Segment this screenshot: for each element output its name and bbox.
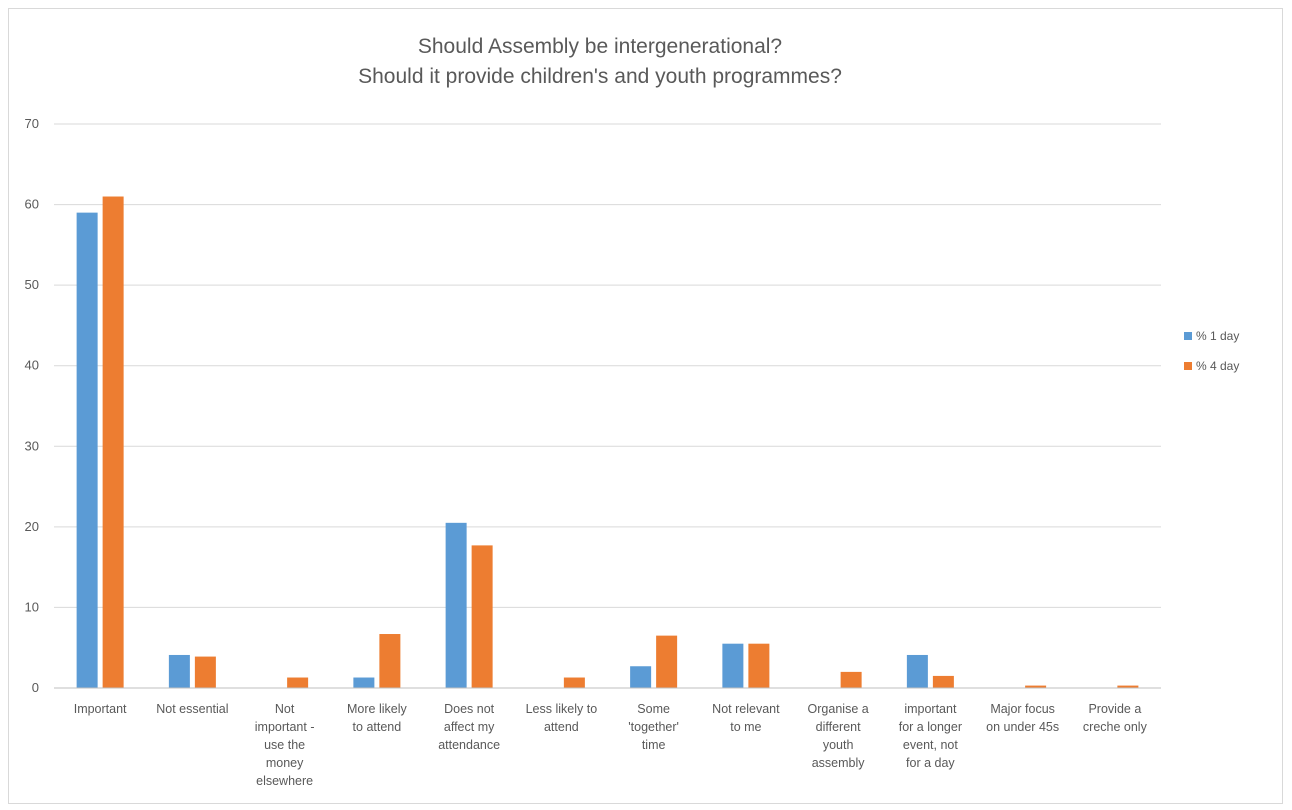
y-axis-ticks: 0 10 20 30 40 50 60 70 [25, 116, 39, 695]
bar-series2 [102, 196, 124, 688]
x-tick-label: Major focus on under 45s [986, 702, 1059, 734]
legend-item: % 4 day [1184, 359, 1239, 373]
bar-series2 [194, 656, 216, 688]
bar-series2 [1117, 685, 1139, 688]
bar-series1 [445, 522, 467, 688]
y-tick-label: 70 [25, 116, 39, 131]
bar-series2 [748, 643, 770, 688]
x-tick-label: Less likely to attend [526, 702, 598, 734]
bar-series2 [563, 677, 585, 688]
y-tick-label: 0 [32, 680, 39, 695]
bar-series1 [722, 643, 744, 688]
legend: % 1 day % 4 day [1184, 329, 1239, 373]
chart-frame: Should Assembly be intergenerational? Sho… [8, 8, 1283, 804]
x-tick-label: Not relevant to me [712, 702, 780, 734]
x-tick-label: Some'together' time [628, 702, 679, 752]
x-tick-label: Not important -use the money elsewhere [255, 702, 315, 788]
y-tick-label: 30 [25, 438, 39, 453]
bar-series2 [840, 671, 862, 688]
y-tick-label: 40 [25, 358, 39, 373]
legend-label: % 1 day [1196, 329, 1239, 343]
bar-series1 [76, 212, 98, 688]
legend-label: % 4 day [1196, 359, 1239, 373]
y-tick-label: 10 [25, 599, 39, 614]
chart-title-line: Should it provide children's and youth p… [358, 65, 842, 88]
bar-series2 [656, 635, 678, 688]
chart-title-line: Should Assembly be intergenerational? [418, 35, 782, 58]
bar-series2 [932, 675, 954, 688]
x-tick-label: Organise a different youth assembly [808, 702, 869, 770]
bar-series2 [379, 634, 401, 688]
bar-series1 [353, 677, 375, 688]
x-tick-label: Provide a creche only [1083, 702, 1148, 734]
x-axis-labels: Important Not essential Not important -use … [74, 702, 1148, 788]
bar-series2 [1025, 685, 1047, 688]
bar-chart: Should Assembly be intergenerational? Sho… [25, 35, 1240, 788]
x-tick-label: Does not affect my attendance [438, 702, 500, 752]
legend-item: % 1 day [1184, 329, 1239, 343]
legend-swatch [1184, 332, 1192, 340]
x-tick-label: Not essential [156, 702, 228, 716]
bar-series1 [906, 654, 928, 688]
bar-series1 [630, 666, 652, 688]
legend-swatch [1184, 362, 1192, 370]
bars [76, 196, 1139, 688]
x-tick-label: More likely to attend [347, 702, 407, 734]
bar-series1 [168, 654, 190, 688]
bar-series2 [471, 545, 493, 688]
chart-title: Should Assembly be intergenerational? Sho… [358, 35, 842, 88]
y-tick-label: 50 [25, 277, 39, 292]
x-tick-label: important for a longer event, not for a day [899, 702, 962, 770]
y-tick-label: 60 [25, 197, 39, 212]
gridlines [54, 123, 1161, 608]
y-tick-label: 20 [25, 519, 39, 534]
x-tick-label: Important [74, 702, 127, 716]
bar-series2 [287, 677, 309, 688]
